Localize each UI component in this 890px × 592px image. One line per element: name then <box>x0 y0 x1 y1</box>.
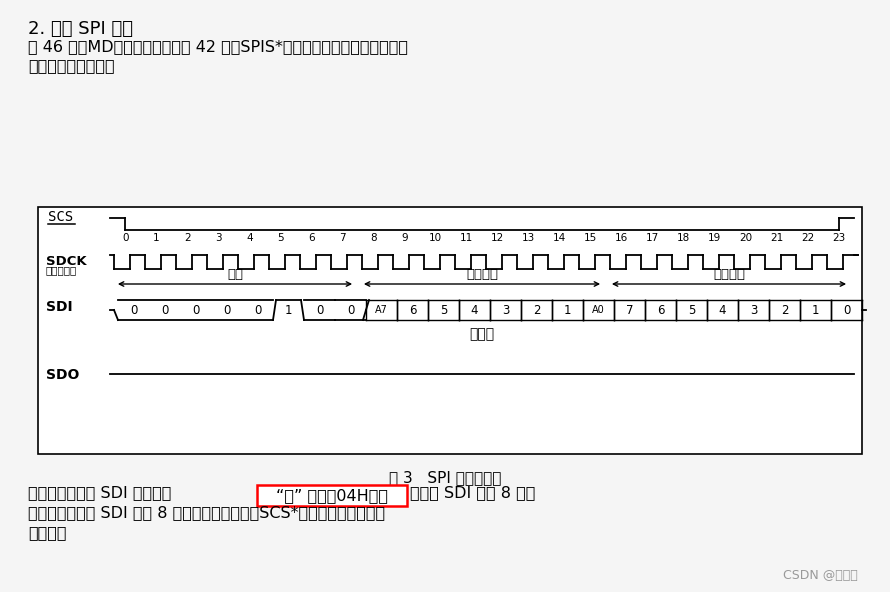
Text: 然后给 SDI 发送 8 位寄: 然后给 SDI 发送 8 位寄 <box>410 485 536 500</box>
Text: 7: 7 <box>626 304 634 317</box>
Text: 5: 5 <box>277 233 284 243</box>
Text: 19: 19 <box>708 233 721 243</box>
Text: 13: 13 <box>522 233 535 243</box>
Text: 1: 1 <box>812 304 820 317</box>
Text: 0: 0 <box>192 304 199 317</box>
Text: 3: 3 <box>215 233 222 243</box>
Text: 6: 6 <box>409 304 417 317</box>
Text: 2. 串行 SPI 方式: 2. 串行 SPI 方式 <box>28 20 133 38</box>
Text: 6: 6 <box>657 304 664 317</box>
Text: 2: 2 <box>533 304 540 317</box>
Text: 图 3   SPI 方式写时序: 图 3 SPI 方式写时序 <box>389 470 501 485</box>
Text: 21: 21 <box>770 233 783 243</box>
Text: 4: 4 <box>471 304 478 317</box>
Text: 5: 5 <box>440 304 447 317</box>
Text: 7: 7 <box>339 233 346 243</box>
FancyBboxPatch shape <box>257 485 407 506</box>
Text: 第 46 脚（MD）接高电平，且第 42 腿（SPIS*）接地时按照此方式工作。写: 第 46 脚（MD）接高电平，且第 42 腿（SPIS*）接地时按照此方式工作。… <box>28 39 408 54</box>
Text: 下降沿有效: 下降沿有效 <box>46 265 77 275</box>
Text: CSDN @欧阳睿: CSDN @欧阳睿 <box>783 569 858 582</box>
Text: 15: 15 <box>584 233 597 243</box>
Text: 23: 23 <box>832 233 846 243</box>
Text: A0: A0 <box>592 305 605 315</box>
Text: 6: 6 <box>308 233 315 243</box>
Text: 0: 0 <box>316 304 323 317</box>
Text: 20: 20 <box>739 233 752 243</box>
Text: 17: 17 <box>646 233 659 243</box>
Text: “写” 指令（04H），: “写” 指令（04H）， <box>276 488 388 503</box>
Bar <box>38 207 862 454</box>
Text: 存器地址，再给 SDI 发送 8 位数据。在这期间，SCS*必须保持在有效（低: 存器地址，再给 SDI 发送 8 位数据。在这期间，SCS*必须保持在有效（低 <box>28 505 385 520</box>
Text: 0: 0 <box>130 304 137 317</box>
Text: 16: 16 <box>615 233 628 243</box>
Text: 0: 0 <box>161 304 168 317</box>
Text: 3: 3 <box>502 304 509 317</box>
Text: 3: 3 <box>749 304 757 317</box>
Text: 0: 0 <box>347 304 354 317</box>
Text: 9: 9 <box>401 233 408 243</box>
Text: 2: 2 <box>184 233 190 243</box>
Text: 22: 22 <box>801 233 814 243</box>
Text: 和读的时序图如下：: 和读的时序图如下： <box>28 58 115 73</box>
Text: 1: 1 <box>285 304 292 317</box>
Text: 14: 14 <box>553 233 566 243</box>
Text: 0: 0 <box>843 304 850 317</box>
Text: SCS: SCS <box>48 210 73 224</box>
Text: SDI: SDI <box>46 300 73 314</box>
Text: 1: 1 <box>563 304 571 317</box>
Text: 11: 11 <box>460 233 473 243</box>
Text: 10: 10 <box>429 233 442 243</box>
Text: 4: 4 <box>247 233 253 243</box>
Text: 5: 5 <box>688 304 695 317</box>
Text: 指令: 指令 <box>227 268 243 281</box>
Text: A7: A7 <box>375 305 388 315</box>
Text: 12: 12 <box>491 233 504 243</box>
Text: 地址字节: 地址字节 <box>466 268 498 281</box>
Text: 1: 1 <box>153 233 160 243</box>
Text: 写的时候要先给 SDI 发送一个: 写的时候要先给 SDI 发送一个 <box>28 485 172 500</box>
Text: 0: 0 <box>122 233 129 243</box>
Text: 4: 4 <box>719 304 726 317</box>
Text: 0: 0 <box>254 304 261 317</box>
Text: 0: 0 <box>222 304 231 317</box>
Text: 18: 18 <box>677 233 690 243</box>
Text: 2: 2 <box>781 304 789 317</box>
Text: 8: 8 <box>370 233 376 243</box>
Text: 低电平: 低电平 <box>469 327 495 341</box>
Text: SDO: SDO <box>46 368 79 382</box>
Text: 电平）。: 电平）。 <box>28 525 67 540</box>
Text: 数据字节: 数据字节 <box>713 268 745 281</box>
Text: SDCK: SDCK <box>46 255 86 268</box>
